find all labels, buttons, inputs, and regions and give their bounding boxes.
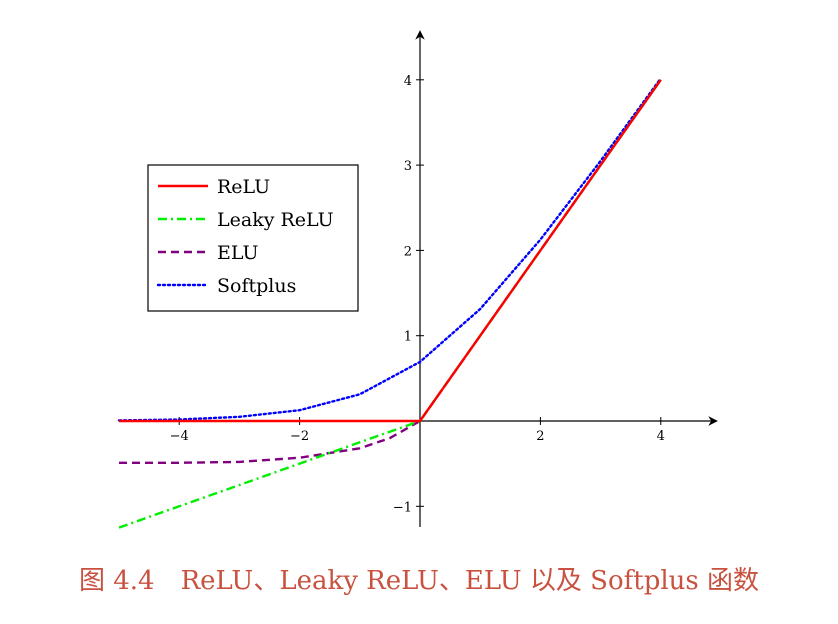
leaky-relu-line — [118, 79, 662, 529]
legend: ReLU Leaky ReLU ELU Softplus — [147, 164, 359, 312]
figure-caption: 图 4.4 ReLU、Leaky ReLU、ELU 以及 Softplus 函数 — [78, 566, 760, 596]
legend-label-softplus: Softplus — [217, 275, 296, 297]
y-tick-label: 4 — [404, 74, 412, 89]
legend-label-relu: ReLU — [217, 176, 270, 198]
x-tick-label: −2 — [290, 429, 309, 444]
x-tick-label: 2 — [536, 429, 544, 444]
legend-label-elu: ELU — [217, 242, 258, 264]
y-tick-label: 3 — [404, 159, 412, 174]
x-tick-label: −4 — [170, 429, 189, 444]
legend-label-leaky-relu: Leaky ReLU — [217, 209, 334, 231]
x-tick-label: 4 — [657, 429, 665, 444]
y-tick-label: 1 — [404, 330, 412, 345]
y-tick-label: −1 — [393, 500, 412, 515]
series-layer — [117, 77, 662, 529]
softplus-line — [117, 77, 662, 422]
legend-box — [147, 164, 359, 312]
axes: −4 −2 2 4 −1 1 2 3 4 — [119, 30, 718, 527]
y-tick-label: 2 — [404, 244, 412, 259]
relu-line — [119, 79, 662, 423]
